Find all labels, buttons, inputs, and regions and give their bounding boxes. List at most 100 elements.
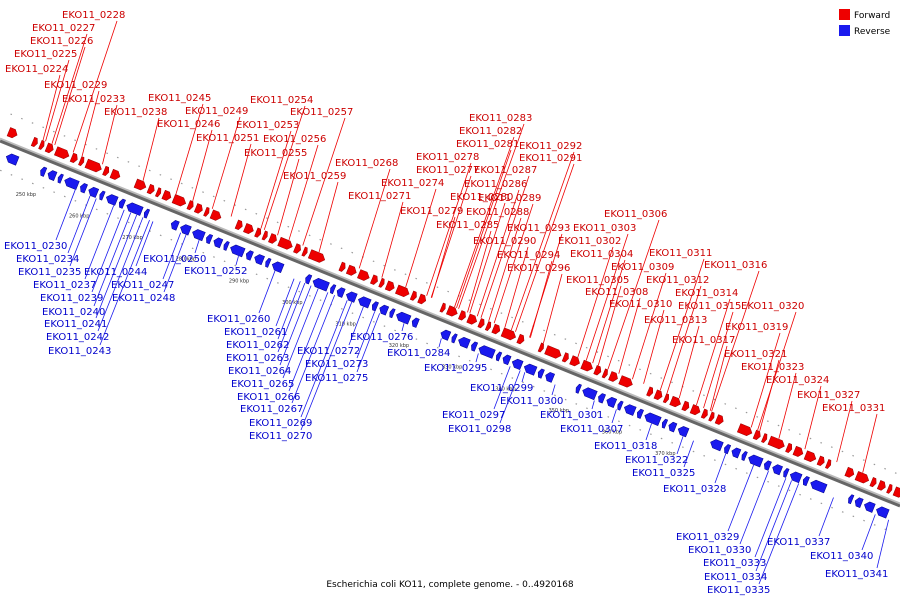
forward-gene-label: EKO11_0278 bbox=[416, 152, 479, 163]
reverse-gene bbox=[223, 241, 230, 251]
forward-leader-line bbox=[515, 163, 575, 332]
forward-gene bbox=[662, 393, 670, 404]
forward-gene-label: EKO11_0314 bbox=[675, 288, 738, 299]
forward-gene-label: EKO11_0257 bbox=[290, 107, 353, 118]
forward-gene-label: EKO11_0306 bbox=[604, 209, 667, 220]
reverse-gene bbox=[47, 170, 58, 181]
tick-label: 260 kbp bbox=[69, 213, 89, 219]
forward-gene bbox=[155, 187, 162, 198]
tick-label: 290 kbp bbox=[229, 278, 249, 284]
reverse-gene bbox=[451, 333, 458, 344]
tick-label: 330 kbp bbox=[442, 365, 462, 371]
forward-gene bbox=[608, 371, 618, 382]
reverse-gene-label: EKO11_0284 bbox=[387, 348, 450, 359]
reverse-leader-line bbox=[438, 338, 442, 348]
reverse-gene bbox=[854, 497, 864, 508]
forward-gene bbox=[714, 414, 724, 425]
reverse-leader-line bbox=[282, 288, 319, 379]
forward-leader-line bbox=[426, 162, 472, 296]
forward-leader-line bbox=[750, 332, 781, 428]
forward-leader-line bbox=[488, 217, 522, 322]
forward-leader-line bbox=[469, 202, 506, 314]
reverse-gene bbox=[213, 237, 224, 249]
forward-gene bbox=[569, 355, 580, 367]
reverse-gene bbox=[358, 296, 372, 309]
forward-leader-line bbox=[666, 285, 702, 394]
reverse-gene-label: EKO11_0242 bbox=[46, 332, 109, 343]
forward-gene bbox=[491, 323, 501, 335]
reverse-gene-label: EKO11_0263 bbox=[226, 353, 289, 364]
forward-gene bbox=[458, 310, 466, 321]
reverse-gene bbox=[741, 451, 748, 461]
forward-gene-label: EKO11_0303 bbox=[573, 223, 636, 234]
forward-gene bbox=[133, 178, 147, 191]
reverse-gene bbox=[80, 183, 88, 194]
forward-gene-label: EKO11_0251 bbox=[196, 133, 259, 144]
reverse-gene bbox=[40, 166, 48, 177]
reverse-gene bbox=[495, 351, 503, 362]
dotted-line bbox=[10, 113, 900, 476]
forward-gene-label: EKO11_0233 bbox=[62, 94, 125, 105]
forward-leader-line bbox=[543, 273, 563, 344]
tick-label: 310 kbp bbox=[335, 321, 355, 327]
forward-gene bbox=[307, 249, 326, 263]
forward-leader-line bbox=[711, 270, 760, 412]
forward-gene-label: EKO11_0255 bbox=[244, 148, 307, 159]
reverse-gene-label: EKO11_0234 bbox=[16, 254, 79, 265]
reverse-leader-line bbox=[135, 221, 154, 267]
forward-gene bbox=[301, 246, 308, 257]
legend-reverse-label: Reverse bbox=[854, 27, 891, 37]
forward-gene bbox=[767, 435, 785, 450]
reverse-gene-label: EKO11_0322 bbox=[625, 455, 688, 466]
forward-gene bbox=[792, 445, 804, 457]
forward-leader-line bbox=[607, 219, 660, 370]
forward-gene bbox=[653, 389, 663, 401]
forward-leader-line bbox=[211, 116, 241, 209]
forward-leader-line bbox=[804, 385, 822, 450]
forward-leader-line bbox=[230, 143, 252, 217]
reverse-gene-label: EKO11_0297 bbox=[442, 410, 505, 421]
reverse-gene-label: EKO11_0334 bbox=[704, 572, 767, 583]
forward-gene bbox=[243, 223, 254, 234]
reverse-leader-line bbox=[727, 464, 754, 532]
forward-gene bbox=[203, 206, 210, 217]
forward-gene bbox=[580, 359, 593, 372]
forward-gene-label: EKO11_0238 bbox=[104, 107, 167, 118]
forward-gene-label: EKO11_0228 bbox=[62, 10, 125, 21]
reverse-gene-label: EKO11_0239 bbox=[40, 293, 103, 304]
forward-gene bbox=[161, 189, 172, 201]
reverse-gene-label: EKO11_0264 bbox=[228, 366, 291, 377]
forward-leader-line bbox=[862, 413, 878, 473]
reverse-gene bbox=[617, 400, 624, 411]
forward-gene-label: EKO11_0287 bbox=[474, 165, 537, 176]
forward-gene bbox=[417, 293, 427, 305]
reverse-gene-label: EKO11_0243 bbox=[48, 346, 111, 357]
forward-gene-label: EKO11_0285 bbox=[436, 220, 499, 231]
forward-gene-label: EKO11_0324 bbox=[766, 375, 829, 386]
forward-leader-line bbox=[45, 59, 70, 142]
forward-leader-line bbox=[757, 311, 797, 431]
forward-gene-label: EKO11_0291 bbox=[519, 153, 582, 164]
reverse-leader-line bbox=[683, 440, 694, 468]
forward-gene bbox=[186, 200, 194, 211]
gene-features bbox=[5, 127, 900, 519]
forward-gene bbox=[816, 455, 825, 466]
reverse-gene bbox=[810, 479, 828, 494]
forward-gene bbox=[84, 158, 102, 173]
reverse-gene-label: EKO11_0301 bbox=[540, 410, 603, 421]
legend-reverse-swatch bbox=[839, 25, 850, 36]
forward-gene-label: EKO11_0316 bbox=[704, 260, 767, 271]
reverse-gene-label: EKO11_0270 bbox=[249, 431, 312, 442]
forward-gene bbox=[395, 284, 410, 297]
reverse-gene bbox=[478, 345, 496, 359]
reverse-leader-line bbox=[861, 514, 876, 551]
forward-leader-line bbox=[263, 105, 306, 231]
reverse-leader-line bbox=[754, 477, 787, 558]
reverse-leader-line bbox=[275, 278, 295, 327]
forward-gene bbox=[618, 375, 633, 388]
reverse-gene bbox=[57, 173, 64, 184]
tick-label: 270 kbp bbox=[122, 235, 142, 241]
reverse-gene bbox=[848, 494, 855, 505]
reverse-gene-label: EKO11_0252 bbox=[184, 266, 247, 277]
reverse-leader-line bbox=[97, 217, 144, 332]
